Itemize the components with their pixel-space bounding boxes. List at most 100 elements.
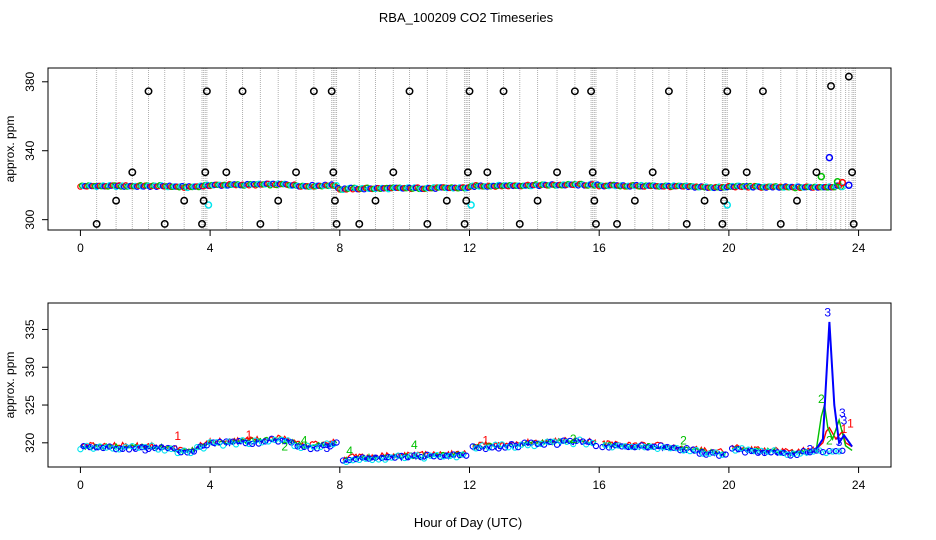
data-point (330, 441, 337, 448)
data-point (612, 442, 619, 449)
outlier-point (793, 196, 801, 205)
data-point (158, 444, 165, 451)
data-point (135, 444, 142, 451)
series-label: 2 (818, 392, 825, 406)
data-point (352, 455, 360, 463)
data-point (764, 448, 771, 455)
series-label: 4 (301, 433, 308, 447)
data-point (751, 447, 758, 455)
outlier-point (460, 220, 469, 228)
data-point (80, 442, 87, 450)
spike-point (833, 177, 842, 186)
data-point (404, 454, 412, 461)
outlier-point (389, 168, 398, 177)
plot-frame (47, 67, 892, 231)
data-point (232, 441, 240, 448)
outlier-point (590, 196, 599, 205)
data-point (440, 453, 447, 460)
data-point (732, 447, 739, 454)
outlier-point (92, 220, 101, 228)
data-point (99, 444, 107, 452)
data-point (313, 445, 321, 452)
data-point (446, 452, 454, 460)
outlier-point (630, 196, 639, 205)
data-point (813, 447, 820, 454)
x-tick-label: 0 (77, 241, 84, 255)
data-point (96, 443, 104, 450)
data-point (563, 438, 570, 445)
y-tick-label: 300 (23, 209, 37, 229)
data-point (787, 452, 794, 459)
x-tick-label: 0 (77, 478, 84, 492)
outlier-point (718, 220, 727, 228)
outlier-point (465, 87, 474, 96)
data-point (790, 450, 797, 457)
data-point (174, 449, 181, 457)
data-point (171, 445, 178, 452)
data-point (304, 442, 311, 449)
outlier-point (844, 72, 853, 81)
data-point (407, 452, 415, 459)
data-point (806, 449, 814, 456)
y-axis-label: approx. ppm (3, 116, 17, 183)
data-point (177, 449, 185, 456)
data-point (184, 449, 191, 456)
outlier-point (199, 196, 208, 205)
top-panel: 0 4 8 12 16 20 24 300 340 380 approx. ppm (3, 67, 892, 255)
data-point (456, 451, 463, 459)
data-point (839, 183, 846, 191)
outlier-point (330, 196, 339, 205)
series-label: 3 (323, 441, 330, 455)
outlier-point (664, 87, 673, 96)
data-point (210, 439, 217, 446)
x-tick-label: 16 (593, 478, 607, 492)
data-point (527, 439, 535, 446)
data-point (219, 442, 227, 449)
data-point (816, 447, 823, 454)
data-point (631, 444, 639, 451)
x-tick-label: 24 (852, 241, 866, 255)
outlier-point (720, 196, 728, 205)
x-tick-label: 12 (463, 478, 477, 492)
outlier-point (592, 220, 600, 228)
data-point (709, 449, 716, 456)
series-label: 1 (174, 429, 181, 443)
data-point (206, 439, 214, 446)
outlier-point (423, 220, 432, 228)
data-point (90, 445, 97, 452)
data-point (249, 440, 256, 448)
plot-frame (47, 302, 892, 468)
data-point (87, 443, 94, 451)
data-point (774, 449, 781, 456)
x-tick-label: 12 (463, 241, 477, 255)
data-point (262, 438, 269, 445)
data-point (485, 444, 493, 451)
x-tick-label: 8 (336, 478, 343, 492)
data-point (411, 452, 418, 459)
cyan-point (467, 201, 475, 209)
outlier-point (462, 196, 471, 205)
data-point (151, 444, 159, 452)
series-label: 3 (841, 414, 848, 428)
x-tick-label: 4 (207, 241, 214, 255)
series-label: 1 (482, 433, 489, 447)
data-point (735, 446, 742, 453)
data-point (703, 451, 710, 458)
data-point (275, 438, 282, 445)
data-point (430, 453, 437, 460)
data-point (667, 445, 674, 452)
data-point (502, 444, 509, 451)
outlier-point (201, 168, 210, 177)
x-tick-label: 4 (207, 478, 214, 492)
data-point (534, 440, 541, 447)
outlier-point (292, 168, 300, 177)
data-point (427, 452, 434, 459)
outlier-point (160, 220, 169, 228)
data-point (420, 455, 428, 462)
data-point (297, 444, 305, 452)
data-point (826, 447, 833, 455)
data-point (375, 456, 382, 463)
data-point (544, 438, 551, 445)
data-point (116, 446, 123, 453)
data-point (719, 451, 726, 458)
